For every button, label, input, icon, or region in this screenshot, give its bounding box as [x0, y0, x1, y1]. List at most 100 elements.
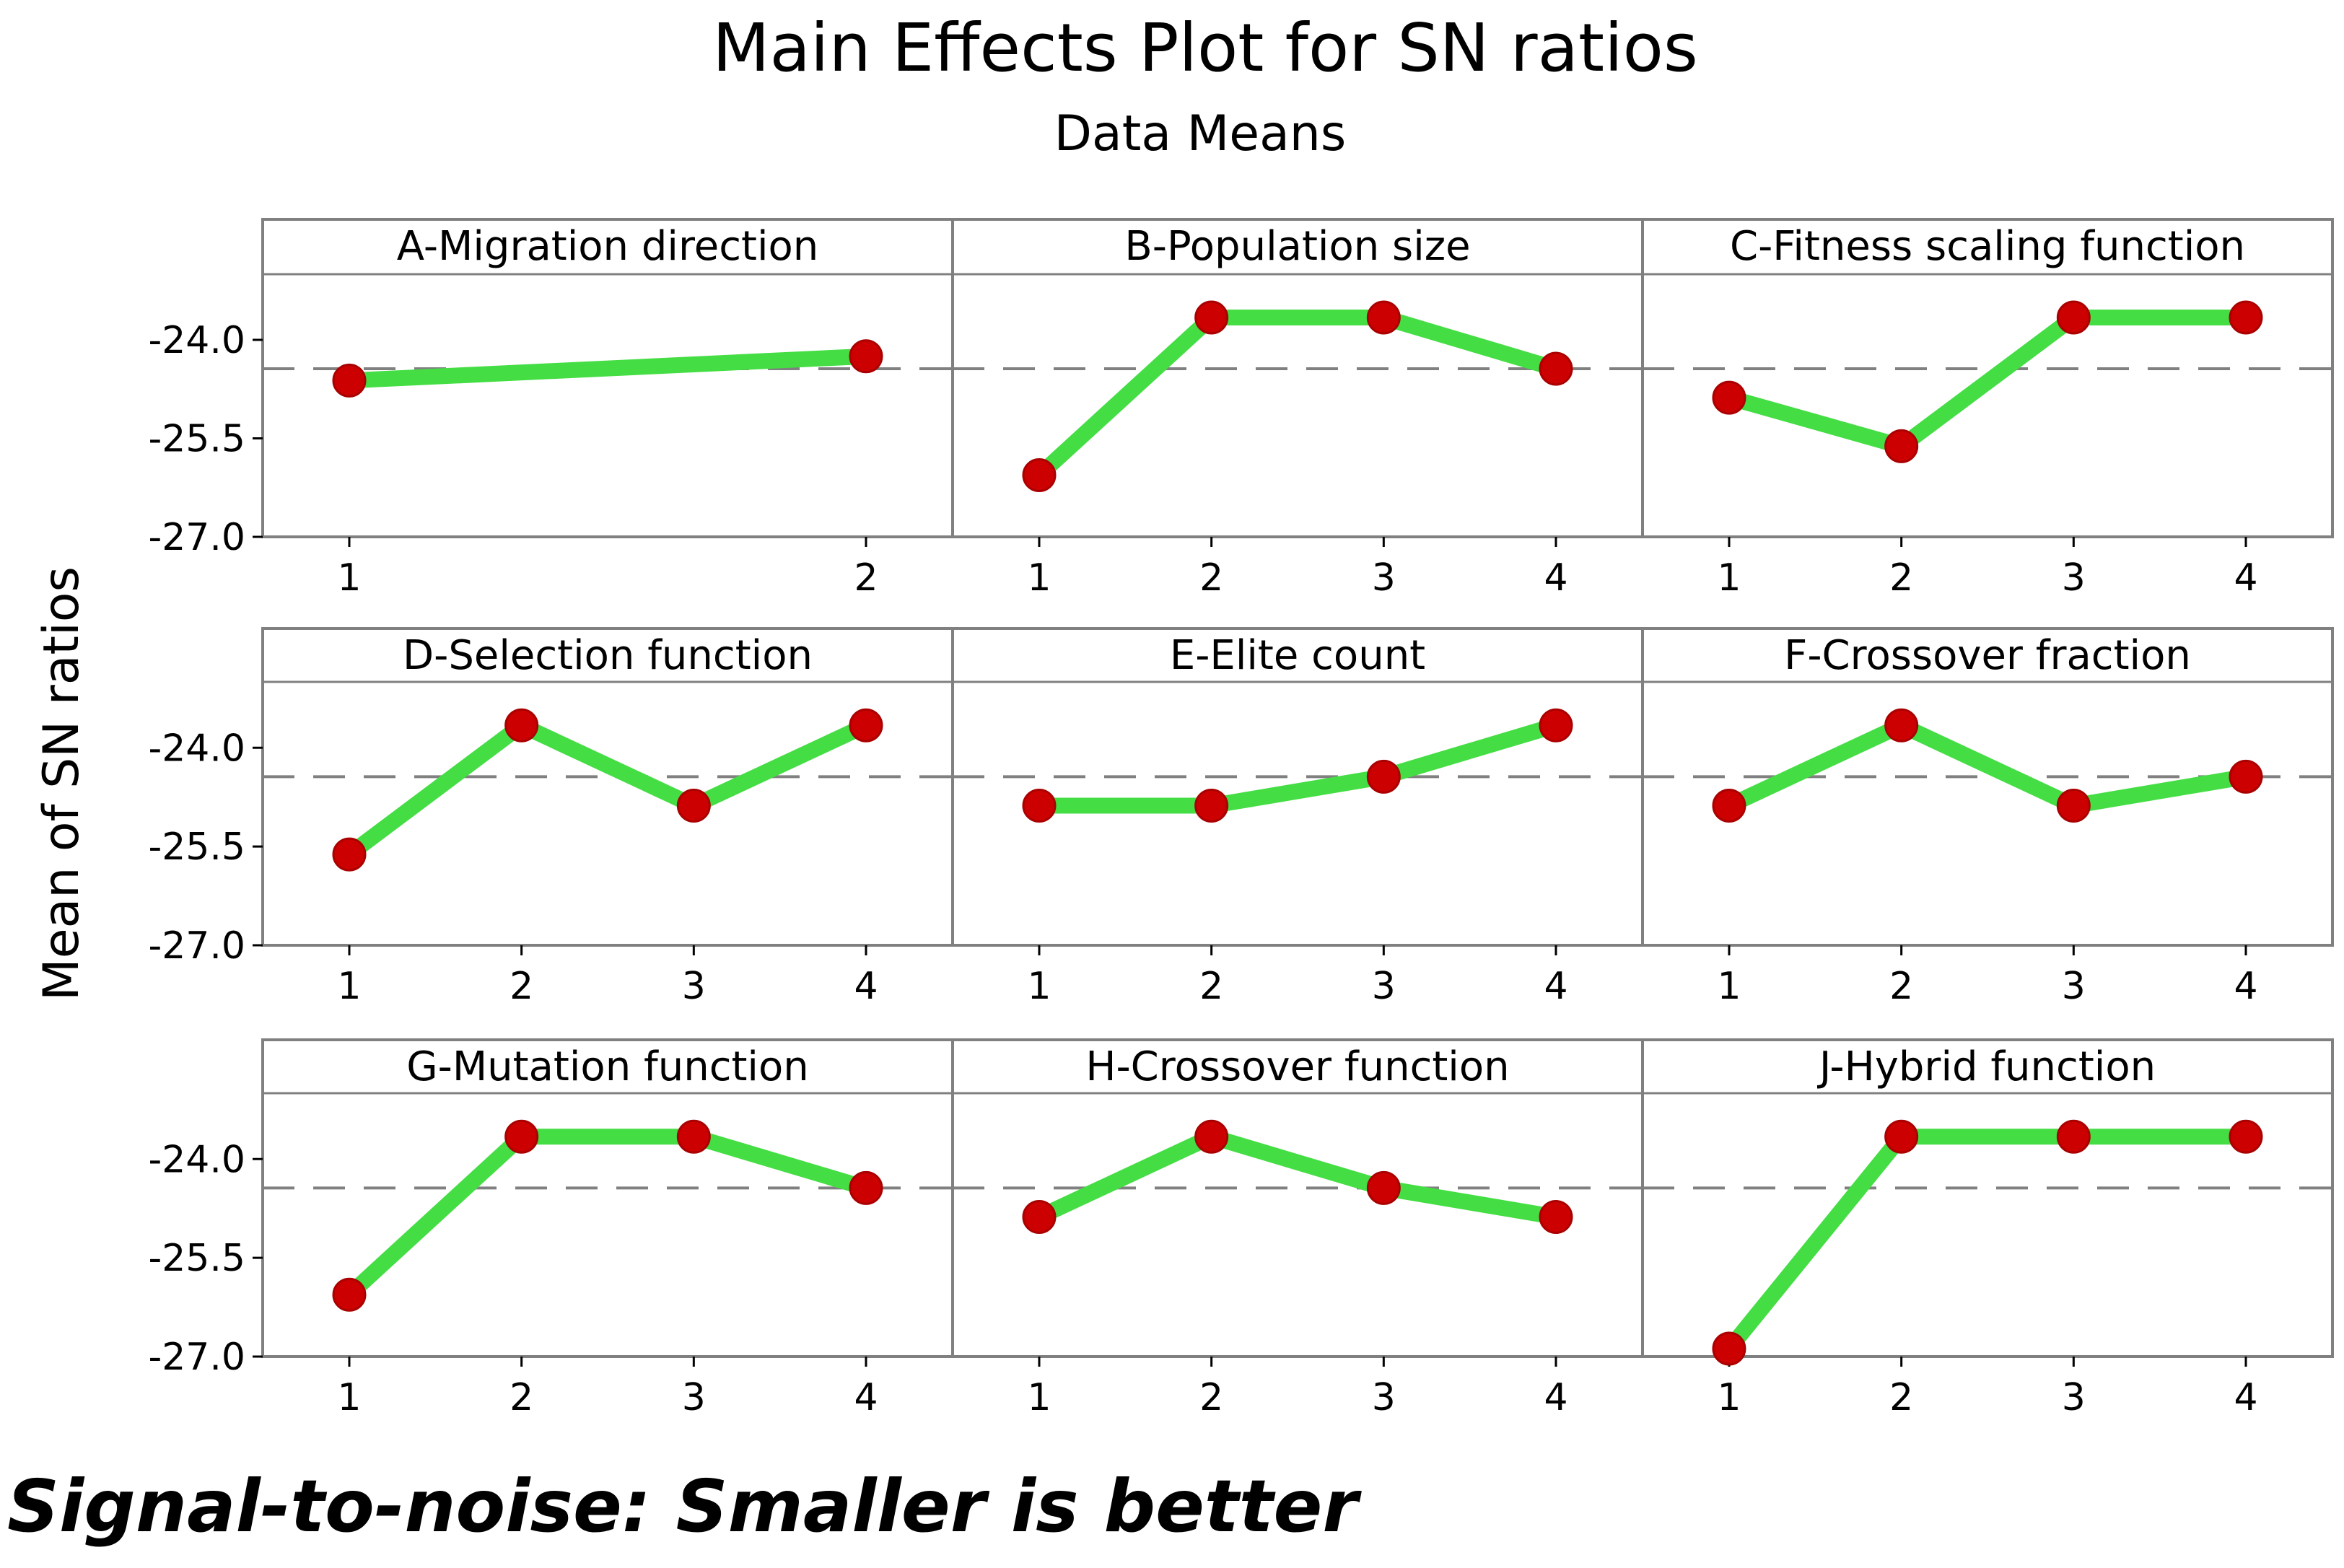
- panel-e-elite-count: E-Elite count 1 2 3 4: [951, 627, 1644, 1008]
- y-tick-label: -24.0: [148, 319, 245, 362]
- data-point: [676, 789, 711, 823]
- panel-title: A-Migration direction: [397, 223, 819, 270]
- data-point: [332, 363, 367, 398]
- x-tick-label: 3: [1372, 1376, 1396, 1419]
- x-tick-label: 2: [1199, 1376, 1223, 1419]
- data-point: [2056, 300, 2091, 335]
- x-tick-label: 2: [854, 556, 878, 600]
- x-tick-label: 4: [2234, 1376, 2257, 1419]
- data-point: [1366, 300, 1401, 335]
- y-tick-label: -24.0: [148, 1138, 245, 1181]
- x-tick-label: 1: [1717, 1376, 1741, 1419]
- data-point: [1194, 789, 1229, 823]
- data-point: [504, 708, 539, 743]
- panel-frame: [1641, 627, 2334, 947]
- data-point: [849, 339, 883, 374]
- data-point: [2229, 759, 2263, 794]
- data-point: [1539, 708, 1573, 743]
- data-point: [1022, 789, 1057, 823]
- x-tick-label: 1: [1717, 556, 1741, 600]
- data-point: [1194, 300, 1229, 335]
- panel-b-population-size: B-Population size 1 2 3 4: [951, 218, 1644, 600]
- x-tick-label: 2: [1889, 965, 1913, 1008]
- panel-j-hybrid-function: J-Hybrid function 1 2 3 4: [1641, 1038, 2334, 1419]
- data-point: [1712, 789, 1746, 823]
- x-tick-label: 4: [2234, 965, 2257, 1008]
- x-tick-label: 1: [1027, 556, 1051, 600]
- panel-title: B-Population size: [1124, 223, 1470, 270]
- y-tick-label: -24.0: [148, 727, 245, 770]
- x-tick-label: 4: [2234, 556, 2257, 600]
- data-point: [849, 708, 883, 743]
- x-tick-label: 2: [1889, 556, 1913, 600]
- series-line: [1727, 310, 2246, 455]
- y-tick-label: -27.0: [148, 516, 245, 559]
- y-axis-label: Mean of SN ratios: [33, 566, 90, 1001]
- x-tick-label: 3: [682, 965, 706, 1008]
- x-tick-label: 1: [1027, 965, 1051, 1008]
- panel-h-crossover-function: H-Crossover function 1 2 3 4: [951, 1038, 1644, 1419]
- panel-d-selection-function: D-Selection function -24.0 -25.5 -27.0 1 2 3 4: [148, 627, 954, 1008]
- x-tick-label: 1: [1717, 965, 1741, 1008]
- data-point: [2056, 789, 2091, 823]
- panel-title: E-Elite count: [1170, 632, 1425, 679]
- x-tick-label: 3: [2062, 1376, 2086, 1419]
- x-tick-label: 3: [1372, 965, 1396, 1008]
- series-line: [1723, 1129, 2246, 1354]
- series-line: [1726, 717, 2247, 814]
- x-tick-label: 1: [337, 1376, 361, 1419]
- data-point: [332, 1277, 367, 1312]
- panel-a-migration-direction: A-Migration direction -24.0 -25.5 -27.0 1 2: [148, 218, 954, 600]
- data-point: [504, 1119, 539, 1154]
- data-point: [2229, 300, 2263, 335]
- panel-title: F-Crossover fraction: [1784, 632, 2191, 679]
- data-point: [849, 1170, 883, 1205]
- data-point: [1884, 429, 1919, 463]
- footnote: Signal-to-noise: Smaller is better: [7, 1464, 1362, 1549]
- y-tick-label: -27.0: [148, 1336, 245, 1379]
- x-tick-label: 2: [1889, 1376, 1913, 1419]
- series-line: [344, 1129, 869, 1301]
- x-tick-label: 4: [854, 1376, 878, 1419]
- data-point: [1539, 1200, 1573, 1235]
- series-line: [349, 348, 867, 389]
- y-tick-label: -25.5: [148, 825, 245, 869]
- x-tick-label: 4: [854, 965, 878, 1008]
- series-line: [344, 716, 870, 861]
- panel-frame: [1641, 1038, 2334, 1358]
- series-line: [1039, 717, 1559, 814]
- panel-title: C-Fitness scaling function: [1730, 223, 2245, 270]
- data-point: [2056, 1119, 2091, 1154]
- x-tick-label: 2: [510, 1376, 533, 1419]
- panel-g-mutation-function: G-Mutation function -24.0 -25.5 -27.0 1 2 3 4: [148, 1038, 954, 1419]
- x-tick-label: 1: [337, 556, 361, 600]
- series-line: [1036, 1128, 1557, 1225]
- x-tick-label: 3: [2062, 965, 2086, 1008]
- x-tick-label: 2: [1199, 965, 1223, 1008]
- x-tick-label: 3: [682, 1376, 706, 1419]
- data-point: [2229, 1119, 2263, 1154]
- data-point: [1194, 1119, 1229, 1154]
- x-tick-label: 2: [510, 965, 533, 1008]
- x-tick-label: 2: [1199, 556, 1223, 600]
- data-point: [1022, 457, 1057, 492]
- panel-frame: [1641, 218, 2334, 538]
- data-point: [1712, 380, 1746, 415]
- panel-c-fitness-scaling-function: C-Fitness scaling function 1 2 3 4: [1641, 218, 2334, 600]
- data-point: [1884, 708, 1919, 743]
- data-point: [1022, 1200, 1057, 1235]
- panel-title: J-Hybrid function: [1817, 1043, 2156, 1090]
- chart-title: Main Effects Plot for SN ratios: [712, 9, 1698, 87]
- data-point: [332, 837, 367, 872]
- y-tick-label: -25.5: [148, 418, 245, 461]
- panel-title: H-Crossover function: [1085, 1043, 1509, 1090]
- x-tick-label: 3: [1372, 556, 1396, 600]
- x-tick-label: 4: [1544, 556, 1567, 600]
- panel-f-crossover-fraction: F-Crossover fraction 1 2 3 4: [1641, 627, 2334, 1008]
- series-line: [1033, 310, 1559, 481]
- data-point: [1366, 1170, 1401, 1205]
- chart-subtitle: Data Means: [1054, 105, 1347, 162]
- data-point: [1539, 351, 1573, 386]
- data-point: [676, 1119, 711, 1154]
- data-point: [1366, 759, 1401, 794]
